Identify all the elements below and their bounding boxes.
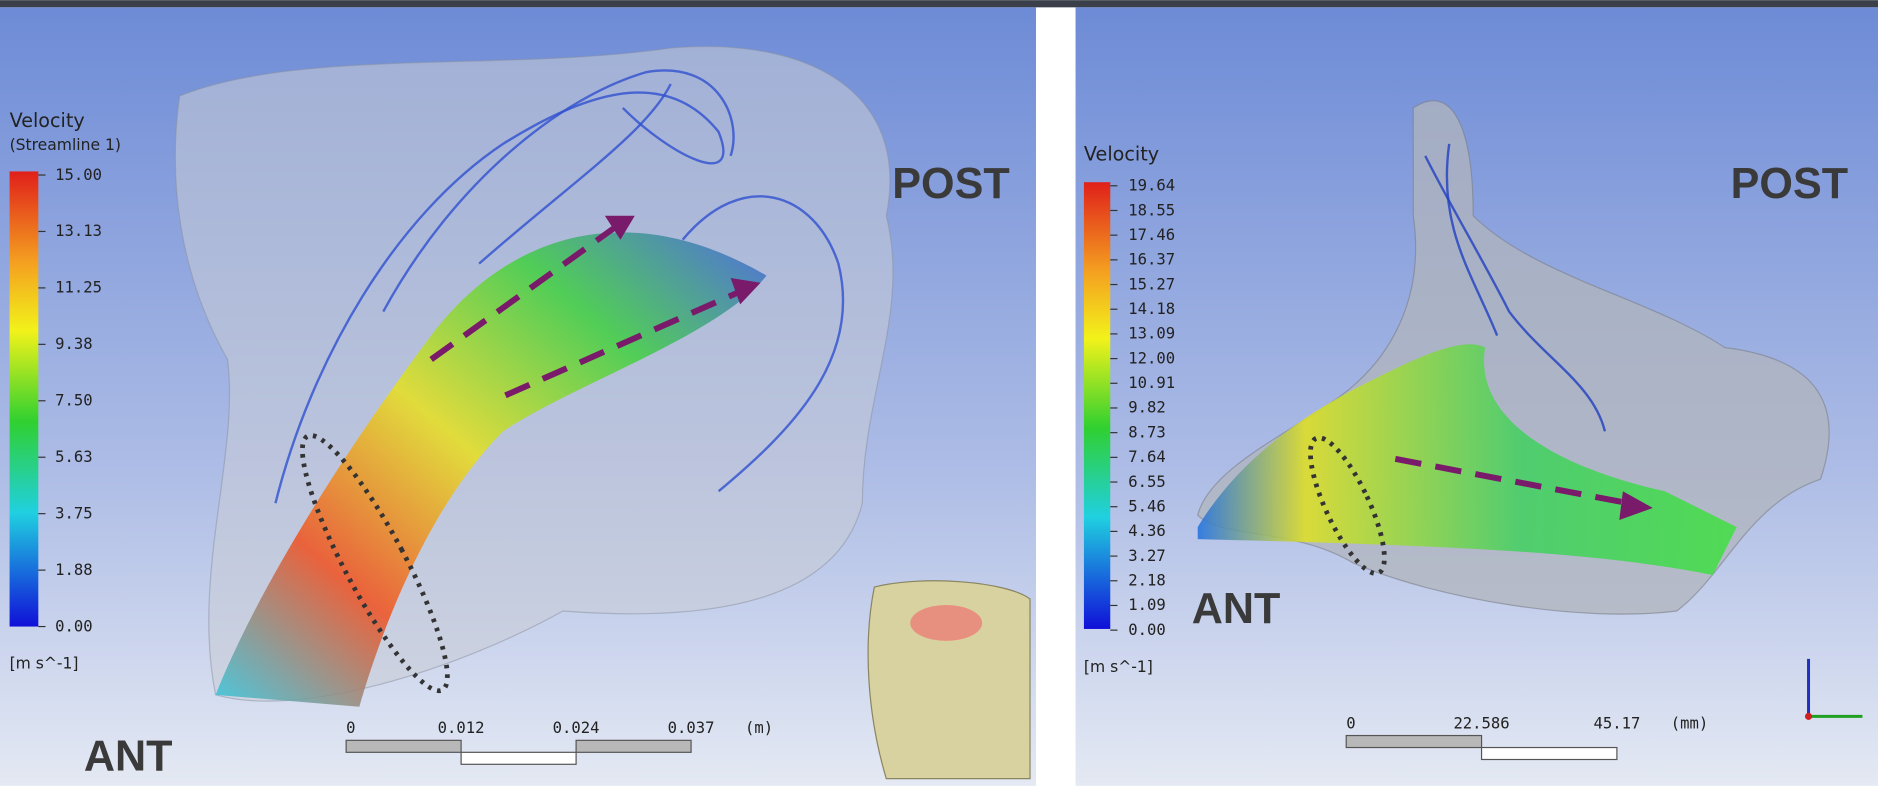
scale-label: 0.037	[668, 719, 715, 737]
legend-tick-label: 3.75	[55, 504, 92, 522]
legend-tick-label: 5.63	[55, 448, 92, 466]
post-label: POST	[892, 160, 1009, 208]
legend-tick-label: 10.91	[1128, 374, 1175, 392]
legend-tick-label: 1.09	[1128, 596, 1165, 614]
scale-segment	[576, 740, 691, 752]
scale-segment	[461, 752, 576, 764]
legend-tick-label: 12.00	[1128, 349, 1175, 367]
scale-label: 0.012	[438, 719, 485, 737]
top-bar	[0, 0, 1878, 7]
legend-tick-label: 0.00	[55, 617, 92, 635]
legend-tick-label: 13.13	[55, 222, 102, 240]
scale-segment	[1482, 748, 1617, 760]
ant-label: ANT	[1192, 585, 1281, 633]
legend-tick-label: 7.50	[55, 392, 92, 410]
scale-label: 22.586	[1453, 714, 1509, 732]
legend-tick-label: 15.27	[1128, 275, 1175, 293]
scale-unit: (mm)	[1671, 714, 1708, 732]
colorbar	[10, 171, 39, 626]
legend-tick-label: 6.55	[1128, 473, 1165, 491]
scale-unit: (m)	[745, 719, 773, 737]
legend-unit: [m s^-1]	[1084, 658, 1153, 676]
legend-tick-label: 4.36	[1128, 522, 1165, 540]
legend-tick-label: 3.27	[1128, 547, 1165, 565]
legend-tick-label: 11.25	[55, 279, 102, 297]
scale-label: 0.024	[553, 719, 600, 737]
scale-segment	[1346, 736, 1481, 748]
legend-tick-label: 14.18	[1128, 300, 1175, 318]
legend-tick-label: 9.82	[1128, 399, 1165, 417]
scale-label: 45.17	[1593, 714, 1640, 732]
legend-tick-label: 17.46	[1128, 226, 1175, 244]
scale-segment	[346, 740, 461, 752]
legend-title: Velocity	[1084, 143, 1159, 166]
legend-tick-label: 7.64	[1128, 448, 1165, 466]
legend-subtitle: (Streamline 1)	[10, 136, 121, 154]
colorbar	[1084, 182, 1110, 629]
post-label: POST	[1731, 160, 1848, 208]
page: {"panels": [ {"legend": {"title": "Veloc…	[0, 0, 1878, 786]
legend-tick-label: 8.73	[1128, 423, 1165, 441]
legend-tick-label: 16.37	[1128, 251, 1175, 269]
scale-label: 0	[346, 719, 355, 737]
legend-tick-label: 15.00	[55, 166, 102, 184]
legend-unit: [m s^-1]	[10, 654, 79, 672]
legend-tick-label: 13.09	[1128, 325, 1175, 343]
legend-title: Velocity	[10, 109, 85, 132]
legend-tick-label: 5.46	[1128, 498, 1165, 516]
legend-tick-label: 2.18	[1128, 572, 1165, 590]
legend-tick-label: 9.38	[55, 335, 92, 353]
legend-tick-label: 0.00	[1128, 621, 1165, 639]
legend-tick-label: 19.64	[1128, 177, 1175, 195]
ant-label: ANT	[84, 732, 173, 780]
legend-tick-label: 18.55	[1128, 201, 1175, 219]
figure: Velocity (Streamline 1) [m s^-1] POST AN…	[0, 0, 1878, 786]
legend-tick-label: 1.88	[55, 561, 92, 579]
scale-label: 0	[1346, 714, 1355, 732]
